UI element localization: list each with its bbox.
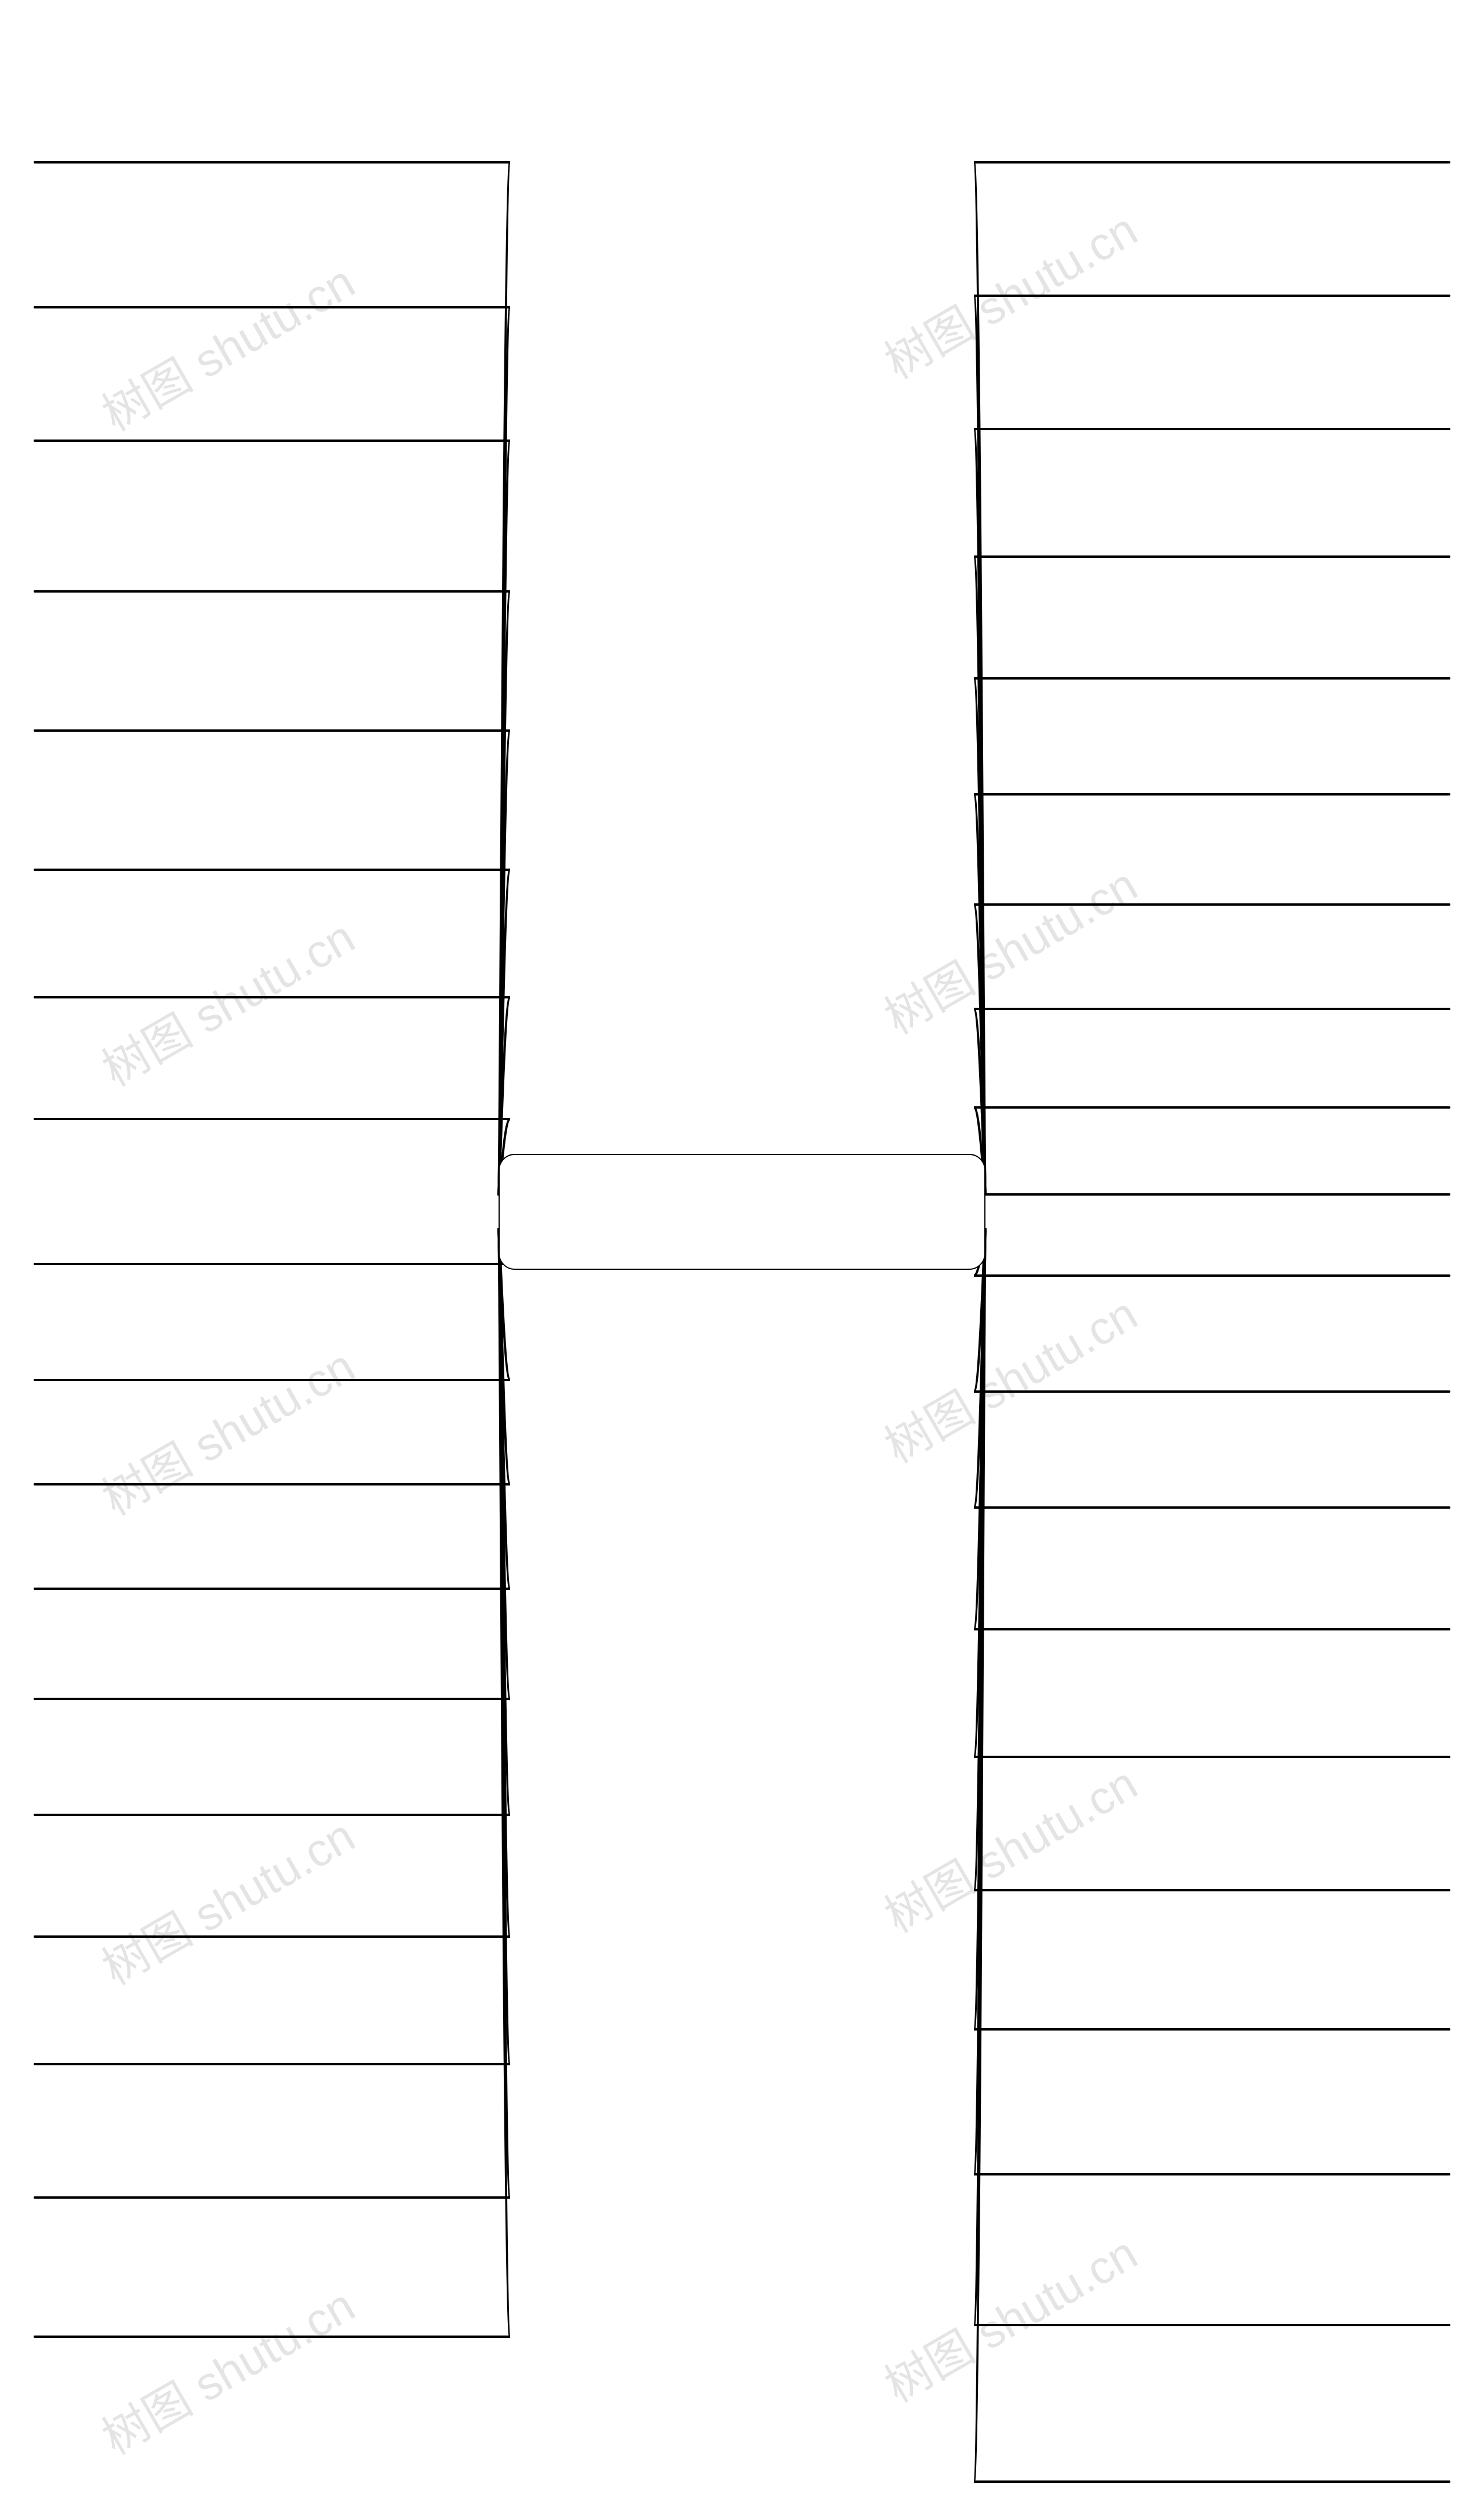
branch-left-8 <box>35 1229 510 1264</box>
branch-left-17 <box>35 1229 510 2337</box>
mindmap-canvas: 树图 shutu.cn树图 shutu.cn树图 shutu.cn树图 shut… <box>0 0 1484 2517</box>
branch-left-11 <box>35 1229 510 1589</box>
branch-right-19 <box>974 1229 1449 2482</box>
branch-left-7 <box>35 1119 510 1194</box>
branch-left-10 <box>35 1229 510 1484</box>
branch-right-5 <box>974 794 1449 1194</box>
branch-right-3 <box>974 557 1449 1194</box>
branch-right-13 <box>974 1229 1449 1629</box>
branch-left-5 <box>35 870 510 1194</box>
branch-right-10 <box>974 1229 1449 1276</box>
branch-left-2 <box>35 441 510 1194</box>
branch-left-12 <box>35 1229 510 1699</box>
branch-left-16 <box>35 1229 510 2198</box>
branch-left-0 <box>35 162 510 1194</box>
branch-right-12 <box>974 1229 1449 1508</box>
branch-left-4 <box>35 731 510 1194</box>
branch-right-11 <box>974 1229 1449 1392</box>
branch-right-17 <box>974 1229 1449 2174</box>
branch-right-6 <box>974 905 1449 1194</box>
branch-right-8 <box>974 1107 1449 1194</box>
branch-right-4 <box>974 678 1449 1194</box>
branch-right-1 <box>974 296 1449 1194</box>
branch-left-13 <box>35 1229 510 1815</box>
branch-left-14 <box>35 1229 510 1937</box>
branch-right-18 <box>974 1229 1449 2325</box>
branch-right-15 <box>974 1229 1449 1890</box>
branch-right-7 <box>974 1009 1449 1194</box>
branch-left-6 <box>35 997 510 1194</box>
branch-left-3 <box>35 591 510 1194</box>
branch-left-15 <box>35 1229 510 2064</box>
center-node[interactable] <box>499 1154 985 1270</box>
branch-right-14 <box>974 1229 1449 1757</box>
branch-left-9 <box>35 1229 510 1380</box>
branch-right-2 <box>974 429 1449 1194</box>
